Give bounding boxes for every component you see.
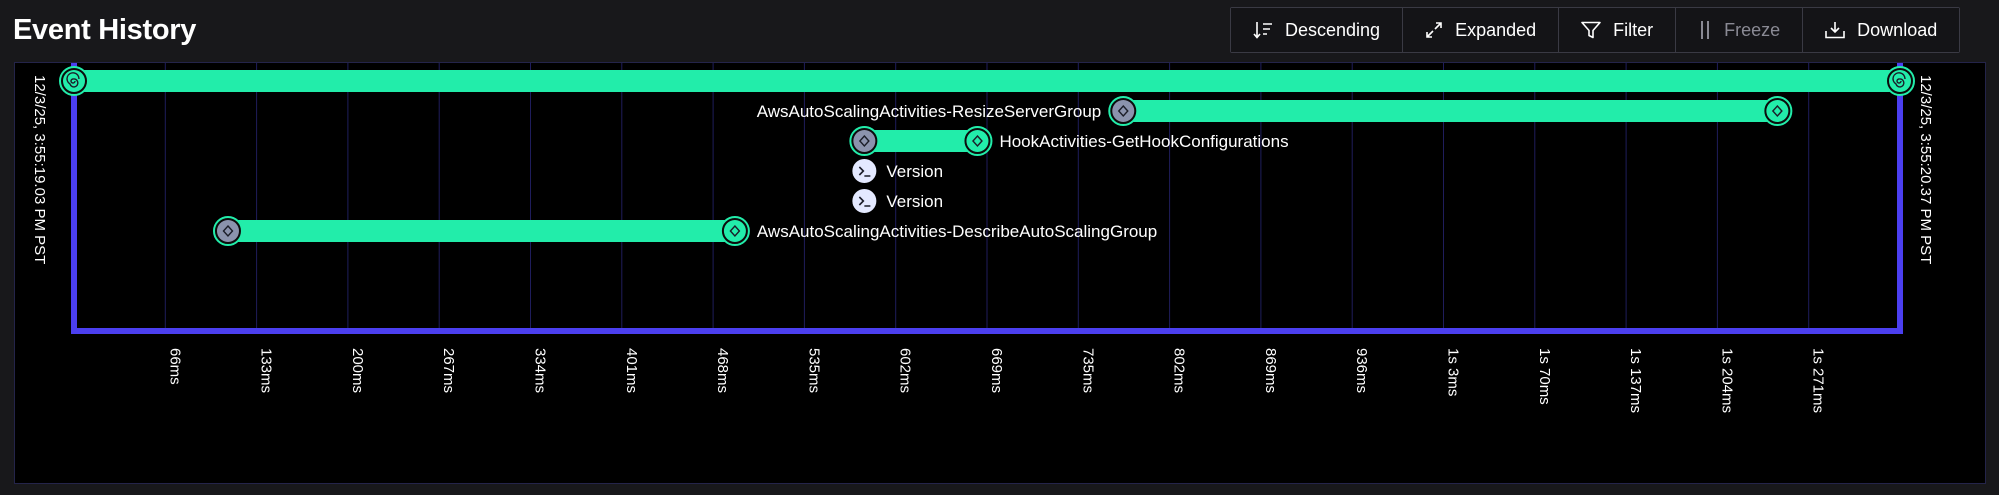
expanded-label: Expanded	[1455, 19, 1537, 40]
tick-label: 1s 3ms	[1445, 348, 1462, 396]
workflow-end-node[interactable]	[1885, 66, 1915, 96]
diamond-icon	[1771, 104, 1783, 118]
diamond-icon	[858, 134, 870, 148]
tick-label: 66ms	[166, 348, 183, 385]
tick-label: 936ms	[1353, 348, 1370, 393]
activity-end-node[interactable]	[719, 216, 750, 246]
tick-label: 802ms	[1171, 348, 1188, 393]
freeze-button[interactable]: Freeze	[1676, 8, 1804, 52]
workflow-start-node[interactable]	[59, 66, 89, 96]
event-label[interactable]: Version	[886, 162, 943, 181]
tick-label: 1s 271ms	[1810, 348, 1827, 413]
timeline-start-time: 12/3/25, 3:55:19.03 PM PST	[31, 75, 48, 265]
tick-label: 735ms	[1079, 348, 1096, 393]
tick-label: 334ms	[532, 348, 549, 393]
tick-label: 1s 204ms	[1718, 348, 1735, 413]
workflow-spiral-icon	[66, 72, 80, 88]
tick-label: 669ms	[988, 348, 1005, 393]
sort-descending-icon	[1253, 21, 1273, 39]
descending-label: Descending	[1285, 19, 1381, 40]
event-label[interactable]: Version	[886, 192, 943, 211]
expanded-button[interactable]: Expanded	[1403, 8, 1560, 52]
tick-label: 468ms	[714, 348, 731, 393]
tick-label: 1s 137ms	[1627, 348, 1644, 413]
timeline-chart: 66ms 133ms 200ms 267ms 334ms 401ms 468ms 535ms 6…	[59, 63, 1915, 413]
activity-start-node[interactable]	[212, 216, 243, 246]
tick-label: 267ms	[440, 348, 457, 393]
activity-bar[interactable]	[1123, 100, 1778, 122]
workflow-bar[interactable]	[74, 70, 1900, 92]
activity-end-node[interactable]	[962, 126, 993, 156]
terminal-icon	[858, 166, 871, 177]
activity-bar[interactable]	[227, 220, 735, 242]
toolbar: Descending Expanded Filter Freeze	[1230, 7, 1961, 53]
version-marker[interactable]	[852, 159, 877, 183]
terminal-icon	[858, 196, 871, 207]
filter-funnel-icon	[1581, 21, 1601, 39]
timeline-frame	[71, 63, 1903, 334]
filter-button[interactable]: Filter	[1559, 8, 1677, 52]
page-title: Event History	[13, 14, 197, 46]
tick-label: 401ms	[623, 348, 640, 393]
freeze-label: Freeze	[1724, 19, 1781, 40]
download-button[interactable]: Download	[1803, 8, 1960, 52]
version-marker[interactable]	[852, 189, 877, 213]
tick-label: 200ms	[349, 348, 366, 393]
tick-label: 869ms	[1262, 348, 1279, 393]
diamond-icon	[729, 224, 741, 238]
event-label[interactable]: HookActivities-GetHookConfigurations	[999, 132, 1288, 151]
download-tray-icon	[1825, 21, 1845, 39]
timeline-end-time: 12/3/25, 3:55:20.37 PM PST	[1917, 75, 1934, 265]
activity-start-node[interactable]	[849, 126, 880, 156]
event-label[interactable]: AwsAutoScalingActivities-DescribeAutoSca…	[757, 222, 1157, 241]
diamond-icon	[972, 134, 983, 148]
expand-arrows-icon	[1425, 21, 1443, 39]
activity-end-node[interactable]	[1762, 96, 1793, 126]
filter-label: Filter	[1613, 19, 1654, 40]
workflow-spiral-icon	[1892, 72, 1906, 88]
tick-label: 535ms	[805, 348, 822, 393]
tick-label: 1s 70ms	[1536, 348, 1553, 405]
diamond-icon	[222, 224, 234, 238]
activity-bar[interactable]	[864, 130, 978, 152]
event-timeline: 12/3/25, 3:55:19.03 PM PST 12/3/25, 3:55…	[14, 62, 1986, 484]
download-label: Download	[1857, 19, 1938, 40]
pause-bars-icon	[1698, 20, 1712, 40]
descending-button[interactable]: Descending	[1231, 8, 1404, 52]
event-label[interactable]: AwsAutoScalingActivities-ResizeServerGro…	[757, 102, 1102, 121]
diamond-icon	[1117, 104, 1129, 118]
activity-start-node[interactable]	[1108, 96, 1139, 126]
tick-label: 602ms	[897, 348, 914, 393]
tick-label: 133ms	[258, 348, 275, 393]
